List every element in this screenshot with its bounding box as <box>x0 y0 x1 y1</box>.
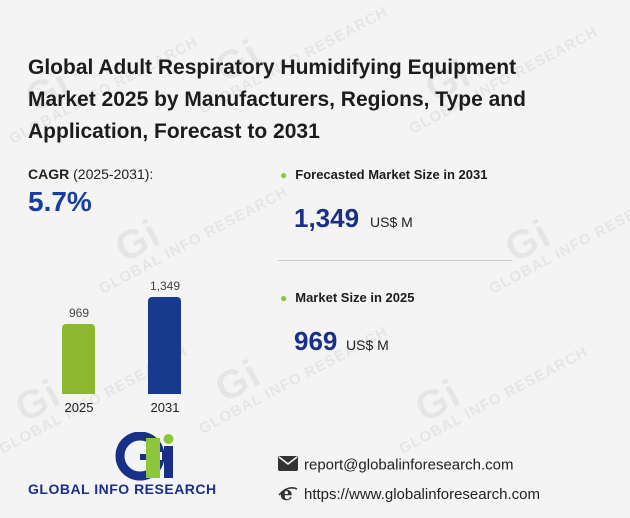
bar-2025 <box>62 324 95 394</box>
page-title: Global Adult Respiratory Humidifying Equ… <box>28 56 526 143</box>
watermark: Gi GLOBAL INFO RESEARCH <box>486 183 630 298</box>
logo-text: GLOBAL INFO RESEARCH <box>28 481 217 497</box>
bar-value-label-2025: 969 <box>68 306 90 320</box>
current-size-value: 969 <box>294 326 338 356</box>
forecast-size-label: Forecasted Market Size in 2031 <box>295 167 488 182</box>
bar-category-label-2025: 2025 <box>64 400 94 415</box>
svg-text:e: e <box>280 483 293 503</box>
cagr-label: CAGR (2025-2031): <box>28 166 153 182</box>
bar-2031 <box>148 297 181 394</box>
logo-icon <box>115 432 174 481</box>
mail-icon <box>278 456 300 475</box>
cagr-label-text: CAGR <box>28 166 70 182</box>
bullet-icon: ● <box>280 168 288 182</box>
bar-category-label-2031: 2031 <box>150 400 180 415</box>
bullet-icon: ● <box>280 291 288 305</box>
forecast-size-value: 1,349 <box>294 203 360 233</box>
watermark: Gi GLOBAL INFO RESEARCH <box>396 343 592 458</box>
forecast-size-unit: US$ M <box>370 214 413 230</box>
contact-email[interactable]: report@globalinforesearch.com <box>278 456 514 475</box>
watermark: Gi GLOBAL INFO RESEARCH <box>196 323 392 438</box>
divider <box>278 260 512 261</box>
cagr-value: 5.7% <box>28 186 92 217</box>
current-size-label: Market Size in 2025 <box>295 290 415 305</box>
browser-icon: e <box>278 481 300 507</box>
contact-website[interactable]: e https://www.globalinforesearch.com <box>278 481 540 507</box>
current-size-heading: ● Market Size in 2025 <box>280 290 414 305</box>
bar-value-label-2031: 1,349 <box>149 279 181 293</box>
website-text: https://www.globalinforesearch.com <box>304 485 540 503</box>
cagr-period: (2025-2031): <box>73 166 154 182</box>
current-size-unit: US$ M <box>346 337 389 353</box>
forecast-size-heading: ● Forecasted Market Size in 2031 <box>280 167 487 182</box>
email-text: report@globalinforesearch.com <box>304 456 514 474</box>
